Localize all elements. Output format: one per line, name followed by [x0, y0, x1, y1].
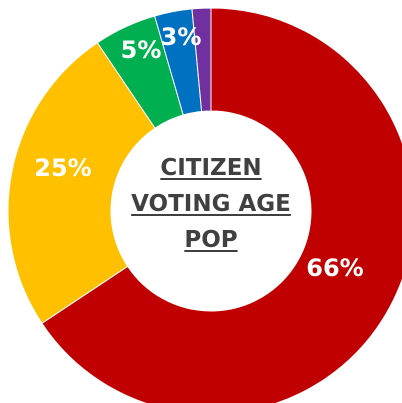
- slice-label-2: 5%: [121, 36, 162, 64]
- donut-slice-0: [41, 7, 402, 403]
- chart-title-line-1: CITIZEN: [160, 155, 262, 181]
- donut-slice-1: [7, 42, 156, 324]
- chart-title: CITIZEN VOTING AGE POP: [106, 150, 316, 258]
- chart-title-line-3: POP: [184, 227, 238, 253]
- slice-label-1: 25%: [34, 154, 91, 182]
- chart-title-line-2: VOTING AGE: [131, 191, 291, 217]
- donut-slice-4: [191, 7, 212, 112]
- slice-label-0: 66%: [306, 254, 363, 282]
- slice-label-3: 3%: [161, 23, 202, 51]
